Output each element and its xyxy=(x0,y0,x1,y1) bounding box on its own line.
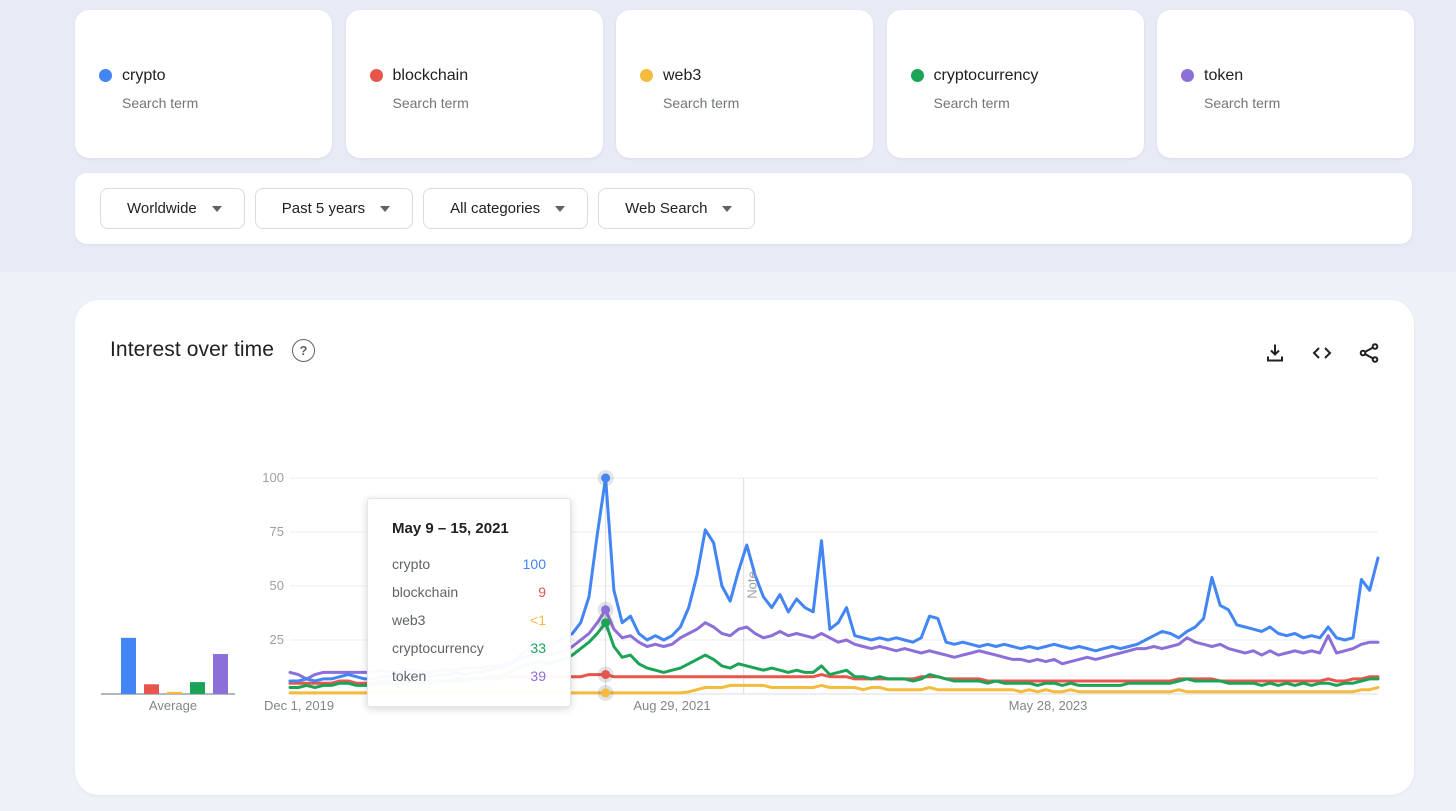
filter-label: Past 5 years xyxy=(281,200,366,217)
y-axis-tick: 25 xyxy=(269,632,284,647)
series-color-dot xyxy=(910,69,924,82)
x-axis-tick: Dec 1, 2019 xyxy=(263,698,335,713)
x-axis-tick: Aug 29, 2021 xyxy=(633,698,711,713)
term-label: cryptocurrency xyxy=(933,67,1039,84)
term-label: token xyxy=(1204,67,1244,84)
share-icon xyxy=(1359,343,1379,363)
interest-over-time-panel: Interest over time ? 100 75 50 25 Dec 1,… xyxy=(75,300,1414,795)
chevron-down-icon xyxy=(380,205,391,212)
filter-region-dropdown[interactable]: Worldwide xyxy=(100,188,245,229)
share-button[interactable] xyxy=(1357,341,1381,365)
embed-code-icon xyxy=(1312,347,1332,359)
filter-bar: Worldwide Past 5 years All categories We… xyxy=(75,173,1412,244)
tooltip-row: token 39 xyxy=(392,668,546,684)
tooltip-row: cryptocurrency 33 xyxy=(392,640,546,656)
term-card-blockchain[interactable]: blockchain Search term xyxy=(345,10,603,158)
average-axis-label: Average xyxy=(148,698,198,713)
tooltip-row: crypto 100 xyxy=(392,556,546,572)
term-type: Search term xyxy=(392,95,469,111)
term-card-web3[interactable]: web3 Search term xyxy=(616,10,873,158)
term-label: crypto xyxy=(122,67,166,84)
filter-label: Web Search xyxy=(625,200,708,217)
term-type: Search term xyxy=(663,95,740,111)
term-label: web3 xyxy=(663,67,702,84)
interest-chart[interactable] xyxy=(75,300,1414,795)
download-button[interactable] xyxy=(1263,341,1287,365)
chevron-down-icon xyxy=(722,205,733,212)
help-icon[interactable]: ? xyxy=(292,338,316,362)
y-axis-tick: 50 xyxy=(269,578,284,593)
term-label: blockchain xyxy=(392,67,469,84)
note-marker-label: Note xyxy=(744,571,760,599)
filter-category-dropdown[interactable]: All categories xyxy=(423,188,589,229)
chart-tooltip: May 9 – 15, 2021 crypto 100 blockchain 9… xyxy=(367,498,571,707)
y-axis-tick: 100 xyxy=(262,470,284,485)
term-type: Search term xyxy=(1204,95,1281,111)
term-card-cryptocurrency[interactable]: cryptocurrency Search term xyxy=(886,10,1144,158)
panel-actions xyxy=(1263,341,1381,365)
search-terms-row: crypto Search term blockchain Search ter… xyxy=(75,10,1414,158)
chevron-down-icon xyxy=(555,205,566,212)
download-icon xyxy=(1267,344,1283,362)
tooltip-date: May 9 – 15, 2021 xyxy=(392,520,509,537)
embed-button[interactable] xyxy=(1310,341,1334,365)
y-axis-tick: 75 xyxy=(269,524,284,539)
tooltip-row: blockchain 9 xyxy=(392,584,546,600)
term-type: Search term xyxy=(933,95,1010,111)
x-axis-tick: May 28, 2023 xyxy=(1008,698,1088,713)
page-title: Interest over time xyxy=(110,338,275,361)
filter-label: Worldwide xyxy=(127,200,197,217)
term-type: Search term xyxy=(122,95,199,111)
filter-label: All categories xyxy=(450,200,541,217)
series-color-dot xyxy=(640,69,653,82)
series-color-dot xyxy=(369,69,383,82)
term-card-token[interactable]: token Search term xyxy=(1157,10,1414,158)
chevron-down-icon xyxy=(211,205,222,212)
term-card-crypto[interactable]: crypto Search term xyxy=(75,10,332,158)
series-color-dot xyxy=(99,69,112,82)
filter-time-dropdown[interactable]: Past 5 years xyxy=(254,188,414,229)
filter-search-type-dropdown[interactable]: Web Search xyxy=(598,188,756,229)
panel-header: Interest over time ? xyxy=(110,338,316,362)
series-color-dot xyxy=(1181,69,1194,82)
tooltip-row: web3 <1 xyxy=(392,612,546,628)
